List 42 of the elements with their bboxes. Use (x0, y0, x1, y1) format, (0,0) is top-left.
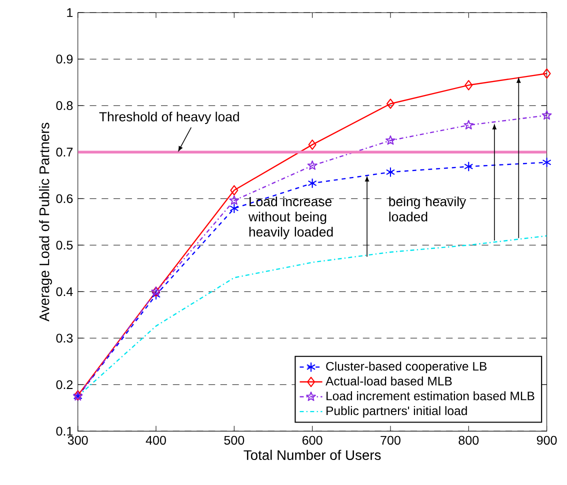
annotation: being heavily loaded (389, 196, 466, 222)
legend-label: Load increment estimation based MLB (326, 391, 534, 400)
point (230, 185, 238, 196)
y-tick-label: 0.7 (56, 148, 73, 157)
point (542, 157, 552, 168)
point (542, 68, 551, 79)
x-tick-label: 400 (146, 436, 166, 445)
annotation: Load increase without being heavily loaded (248, 196, 333, 240)
y-tick-label: 0.4 (56, 287, 73, 296)
point (386, 98, 394, 109)
point (308, 178, 317, 189)
x-axis-title: Total Number of Users (244, 450, 381, 460)
legend-label: Actual-load based MLB (326, 376, 452, 386)
point (230, 203, 239, 214)
point (542, 110, 552, 120)
y-tick-label: 0.6 (56, 194, 73, 204)
y-axis-title: Average Load of Public Partners (39, 122, 52, 322)
x-tick-label: 500 (224, 436, 244, 445)
y-tick-label: 0.1 (56, 426, 73, 436)
y-tick-label: 0.9 (56, 54, 73, 64)
x-tick-label: 300 (68, 436, 88, 445)
y-tick-label: 0.5 (56, 240, 73, 250)
point (386, 167, 396, 178)
point (308, 140, 316, 150)
ref-line-label: Threshold of heavy load (99, 112, 239, 124)
point (386, 135, 396, 145)
point (464, 161, 474, 172)
point (464, 80, 473, 90)
x-tick-label: 900 (536, 436, 557, 445)
x-tick-label: 600 (302, 436, 322, 445)
legend-label: Public partners' initial load (326, 406, 467, 418)
x-tick-label: 800 (458, 436, 479, 445)
point (229, 195, 240, 205)
point (307, 160, 318, 170)
legend-label: Cluster-based cooperative LB (326, 362, 487, 374)
y-tick-label: 0.3 (56, 334, 73, 343)
y-tick-label: 0.8 (56, 101, 73, 110)
y-tick-label: 1 (67, 8, 73, 17)
point (151, 290, 161, 300)
x-tick-label: 700 (380, 436, 400, 445)
y-tick-label: 0.2 (56, 380, 73, 390)
point (464, 120, 474, 130)
